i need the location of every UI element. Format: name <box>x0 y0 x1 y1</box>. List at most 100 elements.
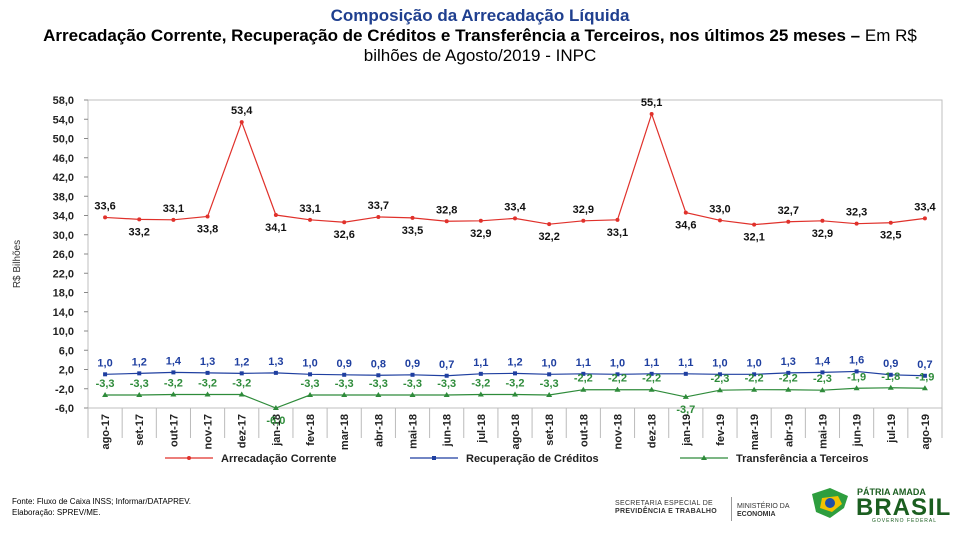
data-label: -3,7 <box>676 404 695 416</box>
y-tick-label: 42,0 <box>53 172 74 184</box>
x-tick-label: mai-19 <box>817 414 829 449</box>
y-tick-label: 6,0 <box>59 345 74 357</box>
data-point <box>513 216 517 221</box>
chart-title: Composição da Arrecadação Líquida <box>330 6 630 25</box>
data-label: 34,1 <box>265 222 286 234</box>
y-tick-label: 30,0 <box>53 230 74 242</box>
series-1: 1,0 1,2 1,4 1,3 1,2 1,3 1,0 0,9 0,8 0,9 0,7 1,1 1,2 1… <box>97 354 933 378</box>
data-point <box>376 373 381 378</box>
data-point <box>376 214 381 219</box>
x-tick-label: mar-18 <box>339 414 351 450</box>
data-label: 1,0 <box>746 357 761 369</box>
x-tick-label: jul-18 <box>476 414 488 444</box>
data-point <box>342 372 347 377</box>
series-line <box>105 387 925 409</box>
source-note: Fonte: Fluxo de Caixa INSS; Informar/DAT… <box>12 496 191 518</box>
y-tick-label: 22,0 <box>53 268 74 280</box>
data-label: 33,7 <box>368 200 389 212</box>
data-label: 1,3 <box>781 356 796 368</box>
ministerio-line1: MINISTÉRIO DA <box>737 503 790 510</box>
data-label: 0,9 <box>883 358 898 370</box>
data-label: -3,3 <box>130 378 149 390</box>
data-label: 1,1 <box>473 357 488 369</box>
data-label: 1,4 <box>815 355 831 367</box>
data-label: 1,0 <box>712 357 727 369</box>
legend-label: Arrecadação Corrente <box>221 453 337 465</box>
x-tick-label: out-18 <box>578 414 590 447</box>
y-tick-label: 58,0 <box>53 95 74 107</box>
x-tick-label: jun-18 <box>442 414 454 447</box>
data-point <box>888 220 893 225</box>
data-label: 33,4 <box>504 201 526 213</box>
data-point <box>477 391 484 397</box>
elaboration-text: Elaboração: SPREV/ME. <box>12 508 101 517</box>
y-tick-label: 2,0 <box>59 365 74 377</box>
x-tick-label: out-17 <box>168 414 180 447</box>
data-point <box>921 385 928 391</box>
data-label: -2,2 <box>745 373 764 385</box>
data-label: -3,3 <box>369 378 388 390</box>
data-point <box>820 218 825 223</box>
brasil-logo-sub: GOVERNO FEDERAL <box>872 518 938 524</box>
data-label: 55,1 <box>641 97 662 109</box>
data-point <box>716 387 723 393</box>
x-tick-label: nov-18 <box>612 414 624 449</box>
legend-item-2: Transferência a Terceiros <box>680 453 868 465</box>
data-label: -2,2 <box>608 373 627 385</box>
data-point <box>273 213 278 218</box>
y-tick-label: 26,0 <box>53 249 74 261</box>
y-tick-label: 46,0 <box>53 153 74 165</box>
data-point <box>238 391 245 397</box>
x-tick-label: set-18 <box>544 414 556 446</box>
data-point <box>752 372 757 377</box>
data-point <box>171 217 176 222</box>
data-label: 1,0 <box>302 357 317 369</box>
y-tick-label: 54,0 <box>53 114 74 126</box>
data-label: 0,9 <box>337 358 352 370</box>
x-tick-label: jan-19 <box>681 414 693 447</box>
data-label: -2,2 <box>642 373 661 385</box>
legend-label: Recuperação de Créditos <box>466 453 599 465</box>
series-2: -3,3 -3,3 -3,2 -3,2 -3,2 -6,0 -3,3 -3,3 -3,3 -3,3… <box>96 371 935 427</box>
data-label: 1,4 <box>166 355 182 367</box>
data-label: 0,7 <box>917 359 932 371</box>
secretaria-logo: SECRETARIA ESPECIAL DE PREVIDÊNCIA E TRA… <box>615 500 717 516</box>
data-point <box>170 391 177 397</box>
data-point <box>546 392 553 398</box>
data-point <box>410 372 415 377</box>
data-point <box>204 391 211 397</box>
data-point <box>580 386 587 392</box>
data-label: -3,3 <box>540 378 559 390</box>
data-label: 32,7 <box>778 205 799 217</box>
data-label: 34,6 <box>675 220 696 232</box>
chart-subtitle-unit: Em R$ bilhões de Agosto/2019 - INPC <box>363 26 917 65</box>
data-point <box>820 370 825 375</box>
data-label: -1,9 <box>847 371 866 383</box>
data-label: 1,1 <box>644 357 659 369</box>
series-0: 33,6 33,2 33,1 33,8 53,4 34,1 33,1 32,6 33,7 33,5… <box>94 97 936 244</box>
line-chart: 58,0 54,0 50,0 46,0 42,0 38,0 34,0 30,0 26,0 22,0… <box>12 95 943 465</box>
data-label: 33,2 <box>129 226 150 238</box>
data-point <box>717 218 722 223</box>
data-point <box>205 214 210 219</box>
data-label: 1,3 <box>268 356 283 368</box>
data-point <box>717 372 722 377</box>
data-point <box>786 370 791 375</box>
data-label: -3,3 <box>335 378 354 390</box>
data-label: -3,3 <box>96 378 115 390</box>
data-label: -6,0 <box>266 415 285 427</box>
data-point <box>136 392 143 398</box>
data-point <box>410 215 415 220</box>
data-point <box>444 219 449 224</box>
y-tick-label: 38,0 <box>53 191 74 203</box>
data-point <box>375 392 382 398</box>
data-point <box>239 371 244 376</box>
data-label: 32,1 <box>743 232 764 244</box>
data-point <box>854 369 859 374</box>
legend-item-1: Recuperação de Créditos <box>410 453 599 465</box>
source-text: Fonte: Fluxo de Caixa INSS; Informar/DAT… <box>12 497 192 506</box>
data-label: 33,1 <box>299 203 320 215</box>
data-label: 1,2 <box>507 356 522 368</box>
x-tick-label: dez-17 <box>237 414 249 448</box>
data-label: -2,2 <box>779 373 798 385</box>
